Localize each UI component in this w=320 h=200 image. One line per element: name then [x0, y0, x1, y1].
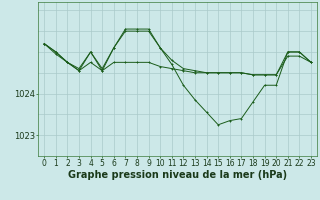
X-axis label: Graphe pression niveau de la mer (hPa): Graphe pression niveau de la mer (hPa)	[68, 170, 287, 180]
